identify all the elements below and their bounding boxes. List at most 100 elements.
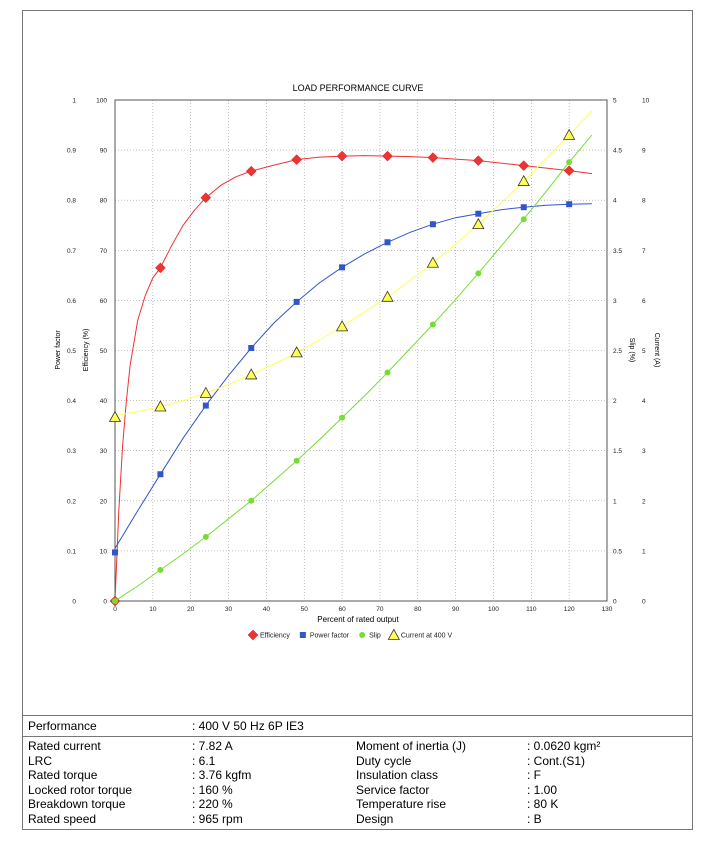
slip-tick-label: 1: [613, 498, 617, 505]
slip-point: [248, 497, 255, 504]
slip-tick-label: 0.5: [613, 548, 622, 555]
efficiency-point: [427, 152, 439, 163]
current-tick-label: 8: [642, 198, 646, 205]
efficiency-point: [336, 150, 348, 162]
spec-value: : B: [527, 811, 542, 826]
slip-curve: [114, 134, 593, 602]
spec-value: : 6.1: [192, 753, 216, 768]
efficiency-tick-label: 30: [100, 448, 108, 455]
efficiency-tick-label: 10: [100, 548, 108, 555]
efficiency-tick-label: 100: [96, 98, 107, 105]
spec-row: LRC : 6.1 Duty cycle : Cont.(S1): [22, 754, 693, 769]
power-factor-point: [339, 264, 346, 271]
slip-point: [157, 566, 164, 573]
current-tick-label: 1: [642, 548, 646, 555]
spec-label: LRC: [28, 753, 53, 768]
current-at-400-v-point: [245, 368, 258, 380]
efficiency-point: [291, 154, 303, 165]
slip-point: [293, 457, 300, 464]
efficiency-point: [200, 192, 212, 204]
spec-value: : 0.0620 kgm²: [527, 739, 601, 753]
slip-tick-label: 5: [613, 98, 617, 105]
power-factor-point: [157, 471, 164, 478]
slip-point: [566, 159, 573, 166]
legend-label-current-at-400-v: Current at 400 V: [401, 633, 453, 640]
slip-tick-label: 4: [613, 198, 617, 205]
power-factor-tick-label: 0.9: [67, 148, 76, 155]
power-factor-tick-label: 0.2: [67, 498, 76, 505]
power-factor-point: [475, 210, 482, 217]
efficiency-point: [155, 262, 166, 274]
power-factor-point: [112, 549, 118, 556]
spec-value: : 965 rpm: [192, 811, 243, 826]
slip-tick-label: 2.5: [613, 348, 622, 355]
current-tick-label: 5: [642, 348, 646, 355]
efficiency-tick-label: 80: [100, 198, 108, 205]
current-tick-label: 4: [642, 398, 646, 405]
efficiency-tick-label: 20: [100, 498, 108, 505]
spec-label: Rated speed: [28, 811, 97, 826]
x-tick-label: 80: [414, 606, 422, 613]
power-factor-point: [520, 204, 527, 211]
power-factor-tick-label: 0.8: [67, 198, 76, 205]
spec-row: Rated speed : 965 rpm Design : B: [22, 812, 693, 827]
efficiency-tick-label: 60: [100, 298, 108, 305]
spec-row: Locked rotor torque : 160 % Service fact…: [22, 783, 693, 798]
legend-item-efficiency: Efficiency: [247, 629, 290, 641]
slip-tick-label: 2: [613, 398, 617, 405]
current-at-400-v-point: [290, 346, 303, 358]
slip-tick-label: 0: [613, 599, 617, 606]
spec-label: Locked rotor torque: [28, 782, 133, 797]
chart-title: LOAD PERFORMANCE CURVE: [293, 83, 424, 93]
legend-label-efficiency: Efficiency: [260, 633, 290, 640]
efficiency-point: [563, 165, 575, 176]
axis-ticks: 0 10 20 30 40 50 60 70 80 90 100 110 120 13000.10.20.…: [67, 98, 650, 614]
current-at-400-v-point: [517, 174, 530, 186]
efficiency-tick-label: 0: [103, 599, 107, 606]
x-tick-label: 50: [301, 606, 309, 613]
series: [108, 110, 593, 607]
spec-row: Rated current : 7.82 A Moment of inertia…: [22, 739, 693, 754]
current-at-400-v-point: [426, 256, 440, 268]
x-tick-label: 40: [263, 606, 271, 613]
current-at-400-v-point: [472, 217, 485, 230]
spec-rows: Rated current : 7.82 A Moment of inertia…: [22, 737, 693, 826]
efficiency-tick-label: 70: [100, 248, 108, 255]
legend-marker-efficiency: [247, 629, 259, 641]
spec-value: : F: [527, 768, 541, 782]
y-axis-label-power-factor: Power factor: [55, 330, 62, 370]
plot-area: [114, 99, 608, 602]
current-tick-label: 2: [642, 498, 646, 505]
spec-label: Moment of inertia (J): [356, 739, 467, 753]
spec-label: Design: [356, 811, 394, 826]
current-at-400-v-point: [562, 128, 576, 140]
current-at-400-v-point: [335, 320, 349, 332]
x-tick-label: 110: [526, 606, 537, 613]
x-tick-label: 130: [602, 606, 613, 613]
slip-tick-label: 3.5: [613, 248, 622, 255]
y-axis-label-efficiency: Efficiency (%): [83, 329, 90, 372]
x-tick-label: 90: [452, 606, 460, 613]
performance-row: Performance : 400 V 50 Hz 6P IE3: [22, 716, 693, 737]
slip-tick-label: 3: [613, 298, 617, 305]
x-tick-label: 20: [187, 606, 195, 613]
spec-table: Performance : 400 V 50 Hz 6P IE3 Rated c…: [22, 715, 693, 826]
power-factor-point: [293, 298, 300, 305]
current-tick-label: 3: [642, 448, 646, 455]
x-tick-label: 0: [113, 606, 117, 613]
x-tick-label: 60: [338, 606, 346, 613]
spec-value: : 160 %: [192, 782, 233, 797]
x-axis-label: Percent of rated output: [317, 615, 399, 624]
power-factor-tick-label: 0.4: [67, 398, 76, 405]
slip-point: [520, 216, 527, 223]
y-axis-label-current: Current (A): [653, 333, 660, 368]
slip-point: [384, 369, 391, 376]
spec-value: : 7.82 A: [192, 739, 233, 753]
spec-label: Duty cycle: [356, 753, 412, 768]
spec-label: Temperature rise: [356, 797, 447, 811]
x-tick-label: 10: [149, 606, 157, 613]
current-at-400-v-point: [108, 410, 122, 422]
slip-point: [112, 598, 118, 604]
power-factor-tick-label: 0: [72, 599, 76, 606]
y-axis-label-slip: Slip (%): [628, 338, 635, 363]
